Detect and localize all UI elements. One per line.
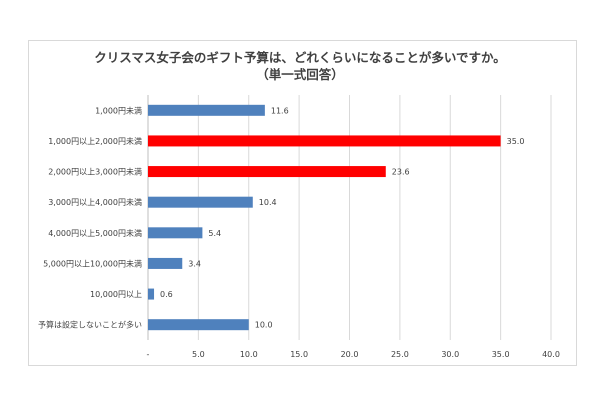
x-tick-label: 35.0 — [492, 350, 510, 359]
value-label: 0.6 — [160, 290, 173, 299]
x-tick-label: 40.0 — [542, 350, 560, 359]
x-tick-label: 30.0 — [441, 350, 459, 359]
bar — [148, 104, 265, 116]
category-label: 1,000円以上2,000円未満 — [48, 136, 142, 146]
value-label: 3.4 — [188, 259, 201, 268]
value-label: 10.4 — [259, 198, 277, 207]
category-label: 3,000円以上4,000円未満 — [48, 197, 142, 207]
value-label: 5.4 — [208, 229, 221, 238]
category-label: 1,000円未満 — [95, 105, 142, 115]
bar — [148, 166, 386, 178]
bar — [148, 257, 183, 269]
x-tick-label: - — [147, 350, 150, 359]
category-label: 5,000円以上10,000円未満 — [43, 258, 142, 268]
bar — [148, 288, 155, 300]
x-tick-label: 5.0 — [192, 350, 205, 359]
chart-title-block: クリスマス女子会のギフト予算は、どれくらいになることが多いですか。 （単一式回答… — [0, 49, 600, 83]
chart-subtitle: （単一式回答） — [256, 67, 344, 82]
category-label: 2,000円以上3,000円未満 — [48, 167, 142, 177]
x-tick-label: 20.0 — [341, 350, 359, 359]
bar — [148, 196, 253, 208]
chart-title: クリスマス女子会のギフト予算は、どれくらいになることが多いですか。 — [94, 50, 506, 65]
category-label: 予算は設定しないことが多い — [38, 320, 142, 330]
bar — [148, 227, 203, 239]
value-label: 35.0 — [507, 137, 525, 146]
category-label: 4,000円以上5,000円未満 — [48, 228, 142, 238]
value-label: 10.0 — [255, 321, 273, 330]
x-tick-label: 25.0 — [391, 350, 409, 359]
bar — [148, 319, 249, 331]
bar — [148, 135, 501, 147]
value-label: 11.6 — [271, 106, 289, 115]
x-tick-label: 10.0 — [240, 350, 258, 359]
value-label: 23.6 — [392, 168, 410, 177]
chart-frame — [28, 40, 577, 366]
x-tick-label: 15.0 — [290, 350, 308, 359]
category-label: 10,000円以上 — [90, 290, 142, 299]
